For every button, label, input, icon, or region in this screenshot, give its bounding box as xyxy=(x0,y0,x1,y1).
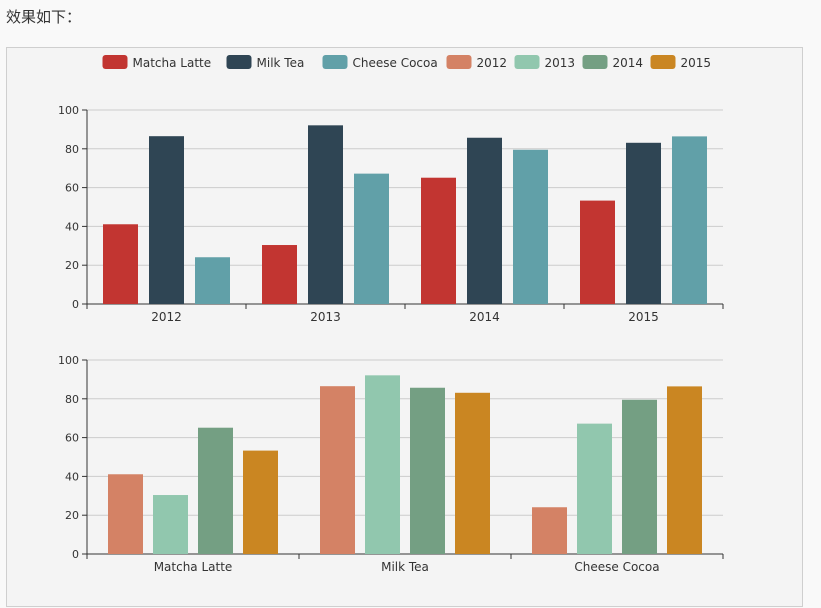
bar[interactable] xyxy=(467,137,502,304)
bar[interactable] xyxy=(262,245,297,304)
bar[interactable] xyxy=(580,200,615,304)
bar[interactable] xyxy=(103,224,138,304)
bar[interactable] xyxy=(108,474,143,554)
y-tick-label: 20 xyxy=(65,509,79,522)
legend-label[interactable]: Matcha Latte xyxy=(133,56,212,70)
bar[interactable] xyxy=(455,392,490,554)
bar[interactable] xyxy=(149,136,184,304)
y-tick-label: 100 xyxy=(58,354,79,367)
bar[interactable] xyxy=(195,257,230,304)
bar[interactable] xyxy=(626,142,661,304)
bar[interactable] xyxy=(308,125,343,305)
y-tick-label: 40 xyxy=(65,470,79,483)
bar[interactable] xyxy=(320,386,355,554)
y-tick-label: 80 xyxy=(65,143,79,156)
legend-swatch[interactable] xyxy=(226,55,252,69)
y-tick-label: 80 xyxy=(65,393,79,406)
y-tick-label: 100 xyxy=(58,104,79,117)
legend-label[interactable]: 2012 xyxy=(477,56,508,70)
bar[interactable] xyxy=(672,136,707,304)
y-tick-label: 60 xyxy=(65,182,79,195)
legend-swatch[interactable] xyxy=(446,55,472,69)
bar[interactable] xyxy=(198,427,233,554)
bar[interactable] xyxy=(365,375,400,554)
legend-label[interactable]: 2014 xyxy=(613,56,644,70)
legend-label[interactable]: Milk Tea xyxy=(257,56,305,70)
bar[interactable] xyxy=(354,173,389,304)
y-tick-label: 60 xyxy=(65,432,79,445)
bar[interactable] xyxy=(667,386,702,554)
x-category-label: 2013 xyxy=(310,310,341,324)
bar[interactable] xyxy=(532,507,567,554)
bar[interactable] xyxy=(243,450,278,554)
x-category-label: Cheese Cocoa xyxy=(574,560,659,574)
legend-swatch[interactable] xyxy=(582,55,608,69)
x-category-label: 2015 xyxy=(628,310,659,324)
bar[interactable] xyxy=(421,177,456,304)
legend-swatch[interactable] xyxy=(514,55,540,69)
legend-swatch[interactable] xyxy=(650,55,676,69)
y-tick-label: 40 xyxy=(65,220,79,233)
bar[interactable] xyxy=(622,399,657,554)
chart-panel: Matcha Latte Milk Tea Cheese Cocoa 2012 2013… xyxy=(6,47,803,607)
intro-text: 效果如下： xyxy=(6,8,82,26)
legend-label[interactable]: 2015 xyxy=(681,56,712,70)
legend-swatch[interactable] xyxy=(102,55,128,69)
y-tick-label: 0 xyxy=(72,298,79,311)
bar[interactable] xyxy=(153,495,188,554)
y-tick-label: 20 xyxy=(65,259,79,272)
bar[interactable] xyxy=(513,149,548,304)
legend-label[interactable]: Cheese Cocoa xyxy=(353,56,438,70)
y-tick-label: 0 xyxy=(72,548,79,561)
chart-canvas: Matcha Latte Milk Tea Cheese Cocoa 2012 2013… xyxy=(58,55,724,574)
legend-swatch[interactable] xyxy=(322,55,348,69)
bar[interactable] xyxy=(410,387,445,554)
x-category-label: Milk Tea xyxy=(381,560,429,574)
x-category-label: 2012 xyxy=(151,310,182,324)
x-category-label: 2014 xyxy=(469,310,500,324)
legend-label[interactable]: 2013 xyxy=(545,56,576,70)
bar[interactable] xyxy=(577,423,612,554)
x-category-label: Matcha Latte xyxy=(154,560,233,574)
